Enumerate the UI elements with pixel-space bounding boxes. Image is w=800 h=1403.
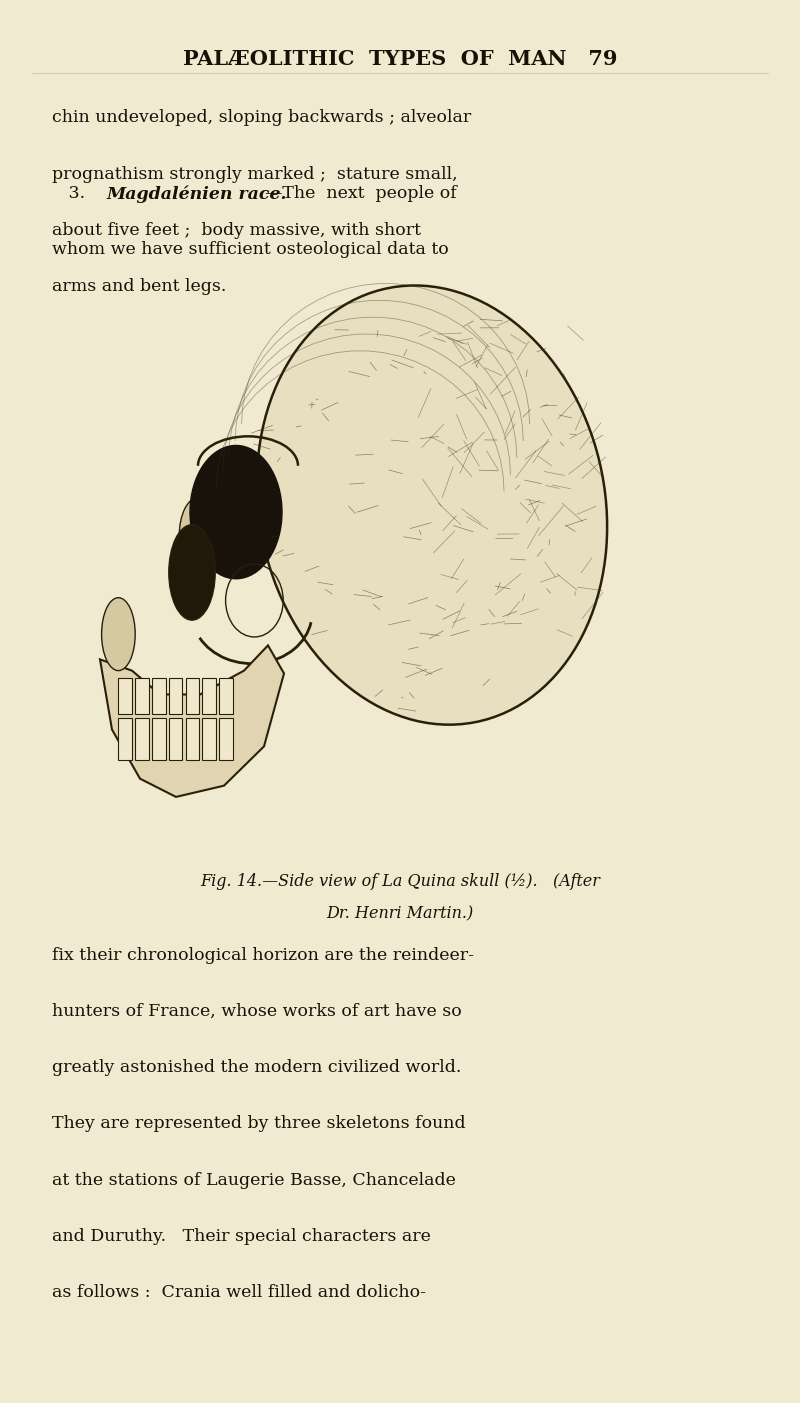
Text: prognathism strongly marked ;  stature small,: prognathism strongly marked ; stature sm… [52, 166, 458, 182]
Ellipse shape [102, 598, 135, 671]
Text: at the stations of Laugerie Basse, Chancelade: at the stations of Laugerie Basse, Chanc… [52, 1172, 456, 1188]
Text: PALÆOLITHIC  TYPES  OF  MAN   79: PALÆOLITHIC TYPES OF MAN 79 [182, 49, 618, 69]
Text: Dr. Henri Martin.): Dr. Henri Martin.) [326, 905, 474, 922]
Bar [219, 678, 233, 714]
Bar [135, 718, 149, 760]
Bar [202, 678, 216, 714]
Text: hunters of France, whose works of art have so: hunters of France, whose works of art ha… [52, 1003, 462, 1020]
Bar [118, 678, 132, 714]
Text: greatly astonished the modern civilized world.: greatly astonished the modern civilized … [52, 1059, 462, 1076]
Bar [186, 678, 199, 714]
Text: They are represented by three skeletons found: They are represented by three skeletons … [52, 1115, 466, 1132]
Text: Fig. 14.—Side view of La Quina skull (½).   (After: Fig. 14.—Side view of La Quina skull (½)… [200, 873, 600, 890]
Bar [186, 718, 199, 760]
Bar [202, 718, 216, 760]
Text: Magdalénien race.: Magdalénien race. [106, 185, 287, 202]
Text: about five feet ;  body massive, with short: about five feet ; body massive, with sho… [52, 222, 421, 239]
Ellipse shape [257, 285, 607, 725]
Bar [118, 718, 132, 760]
Bar [169, 718, 182, 760]
Text: and Duruthy.   Their special characters are: and Duruthy. Their special characters ar… [52, 1228, 431, 1244]
Text: whom we have sufficient osteological data to: whom we have sufficient osteological dat… [52, 241, 449, 258]
Text: 3.: 3. [52, 185, 102, 202]
Text: —The  next  people of: —The next people of [265, 185, 457, 202]
Ellipse shape [169, 525, 215, 620]
Text: as follows :  Crania well filled and dolicho-: as follows : Crania well filled and doli… [52, 1284, 426, 1301]
Polygon shape [100, 645, 284, 797]
Text: arms and bent legs.: arms and bent legs. [52, 278, 226, 295]
Bar [219, 718, 233, 760]
Bar [135, 678, 149, 714]
Text: fix their chronological horizon are the reindeer-: fix their chronological horizon are the … [52, 947, 474, 964]
Bar [152, 678, 166, 714]
Text: chin undeveloped, sloping backwards ; alveolar: chin undeveloped, sloping backwards ; al… [52, 109, 471, 126]
Bar [169, 678, 182, 714]
Ellipse shape [190, 446, 282, 579]
Ellipse shape [179, 498, 218, 575]
Bar [152, 718, 166, 760]
